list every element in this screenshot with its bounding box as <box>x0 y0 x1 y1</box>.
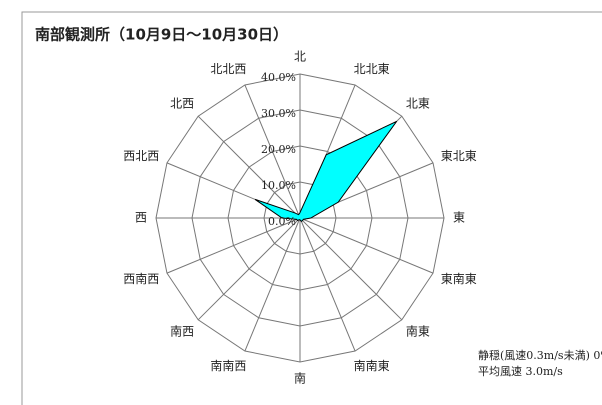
category-label: 南東 <box>406 323 430 338</box>
category-label: 南 <box>294 371 306 386</box>
category-label: 北東 <box>406 97 430 111</box>
category-label: 北 <box>294 50 306 64</box>
category-label: 南西 <box>170 323 194 338</box>
annotation: 静穏(風速0.3m/s未満) 0% <box>478 348 602 362</box>
spoke <box>244 84 301 219</box>
spoke <box>299 217 356 352</box>
category-label: 西南西 <box>123 271 159 286</box>
category-label: 東 <box>453 211 465 225</box>
spoke <box>299 217 434 274</box>
r-tick-label: 0.0% <box>268 215 296 228</box>
category-label: 北北東 <box>354 62 390 76</box>
annotation: 平均風速 3.0m/s <box>478 365 563 378</box>
category-label: 北西 <box>170 97 194 111</box>
spoke <box>166 217 301 274</box>
spoke <box>244 217 301 352</box>
spoke <box>197 115 301 219</box>
data-area <box>254 120 398 222</box>
r-tick-label: 10.0% <box>261 179 296 192</box>
r-tick-label: 30.0% <box>261 107 296 120</box>
spoke <box>299 217 403 321</box>
category-label: 東北東 <box>441 149 477 163</box>
category-label: 北北西 <box>210 62 246 76</box>
category-label: 西 <box>135 211 147 225</box>
r-tick-label: 40.0% <box>261 71 296 84</box>
spoke <box>197 217 301 321</box>
category-label: 西北西 <box>123 149 159 163</box>
category-label: 南南西 <box>210 358 246 373</box>
category-label: 東南東 <box>441 271 477 286</box>
chart-title: 南部観測所（10月9日～10月30日） <box>35 26 288 44</box>
category-label: 南南東 <box>354 358 390 373</box>
r-tick-label: 20.0% <box>261 143 296 156</box>
frame <box>21 11 602 405</box>
